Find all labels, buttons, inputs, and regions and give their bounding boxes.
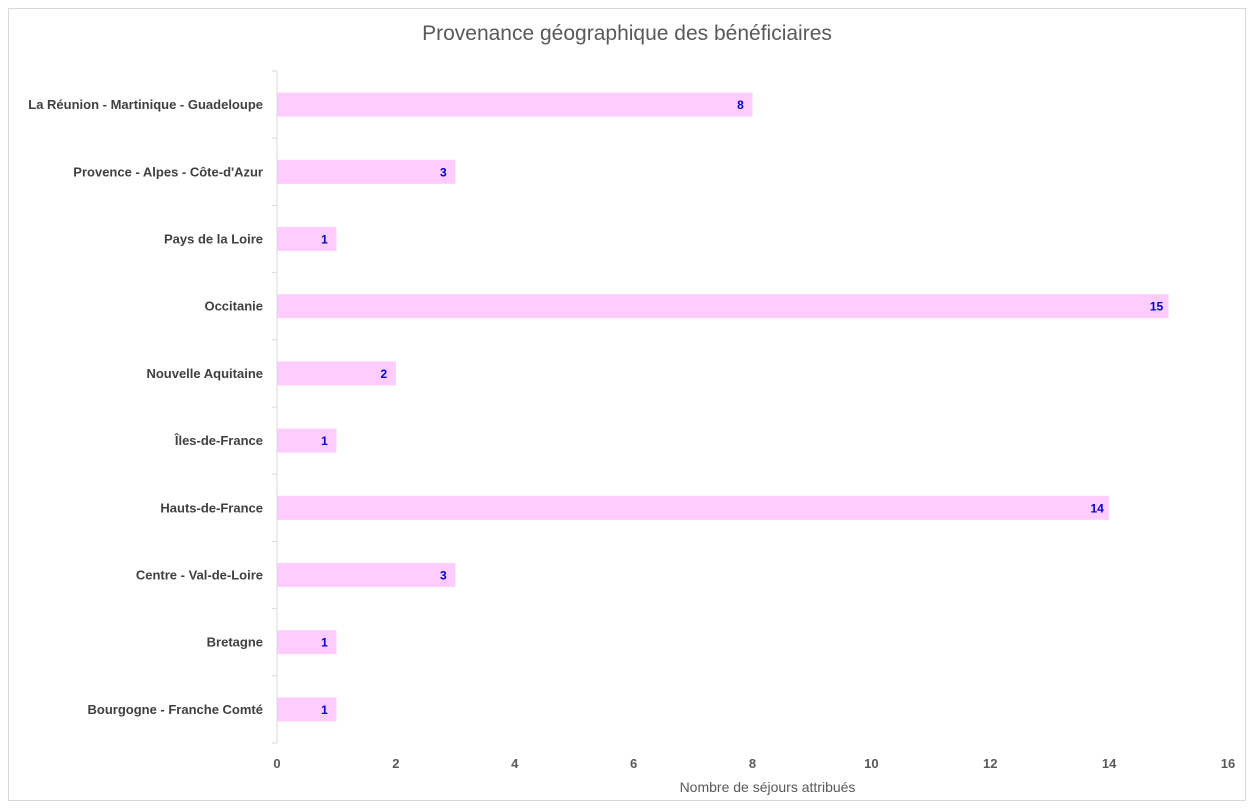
x-tick-label: 10 [864,756,878,771]
bar [277,563,456,587]
category-labels-group: La Réunion - Martinique - Guadeloupe Prov… [28,70,277,744]
category-label: Bourgogne - Franche Comté [87,702,263,717]
bar [277,697,337,722]
bar [277,159,456,184]
category-label: Nouvelle Aquitaine [146,366,263,381]
x-tick-label: 4 [511,756,519,771]
x-tick-label: 12 [983,756,997,771]
data-label: 1 [321,233,328,247]
category-label: Pays de la Loire [164,232,263,247]
data-label: 3 [440,569,447,583]
data-label: 1 [321,636,328,650]
data-label: 14 [1090,501,1104,515]
bars-group [277,92,1169,722]
bar [277,294,1169,319]
bar [277,495,1110,520]
category-label: Îles-de-France [174,433,263,448]
x-tick-label: 14 [1102,756,1117,771]
bar [277,361,396,386]
data-label: 3 [440,165,447,179]
x-tick-label: 2 [392,756,399,771]
data-label: 8 [737,98,744,112]
x-ticks-group: 0 2 4 6 8 10 12 14 16 [273,756,1235,771]
category-label: Provence - Alpes - Côte-d'Azur [73,164,263,179]
data-labels-group: 8 3 1 15 2 1 14 3 1 1 [321,98,1163,717]
category-label: Hauts-de-France [160,500,263,515]
bar [277,630,337,655]
data-label: 2 [381,367,388,381]
data-label: 15 [1150,300,1164,314]
x-tick-label: 6 [630,756,637,771]
bar [277,428,337,453]
data-label: 1 [321,434,328,448]
x-tick-label: 8 [749,756,756,771]
category-label: La Réunion - Martinique - Guadeloupe [28,97,263,112]
bar [277,227,337,251]
bar [277,92,753,117]
chart-title: Provenance géographique des bénéficiaire… [422,22,832,45]
x-tick-label: 0 [273,756,280,771]
x-tick-label: 16 [1221,756,1235,771]
x-axis-title: Nombre de séjours attribués [680,779,856,795]
category-label: Bretagne [207,635,263,650]
category-label: Centre - Val-de-Loire [136,568,263,583]
data-label: 1 [321,703,328,717]
category-label: Occitanie [204,299,263,314]
chart-frame [8,8,1246,801]
